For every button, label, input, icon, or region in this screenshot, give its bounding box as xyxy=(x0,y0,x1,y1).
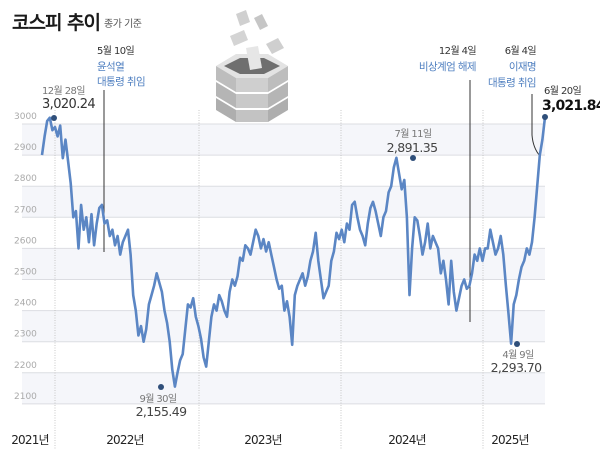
dot-low-2022 xyxy=(158,384,164,390)
y-tick-label: 2900 xyxy=(14,143,37,153)
y-axis-ticks: 3000 2900 2800 2700 2600 2500 2400 2300 2200 2100 xyxy=(14,112,37,402)
ann-low2025-value: 2,293.70 xyxy=(491,360,543,375)
grid-bands xyxy=(22,124,545,404)
ann-start-date: 12월 28일 xyxy=(42,85,85,97)
ann-peak2024-value: 2,891.35 xyxy=(387,140,438,155)
ann-low2022-date: 9월 30일 xyxy=(139,393,176,405)
y-tick-label: 2100 xyxy=(14,392,37,402)
dot-low-2025 xyxy=(514,341,520,347)
ann-last-date: 6월 20일 xyxy=(544,85,581,97)
y-tick-label: 2200 xyxy=(14,361,37,371)
y-tick-label: 2300 xyxy=(14,330,37,340)
ann-lee-date: 6월 4일 xyxy=(505,45,537,57)
chart-title: 코스피 추이 xyxy=(12,12,101,34)
ann-martial-event: 비상계엄 해제 xyxy=(419,60,476,73)
x-tick-label: 2025년 xyxy=(491,433,529,447)
ann-lee-event2: 대통령 취임 xyxy=(488,76,536,89)
ann-peak2024-date: 7월 11일 xyxy=(394,128,431,140)
y-tick-label: 2600 xyxy=(14,236,37,246)
y-tick-label: 2800 xyxy=(14,174,37,184)
ann-martial-date: 12월 4일 xyxy=(439,45,476,57)
ann-low2025-date: 4월 9일 xyxy=(502,349,534,361)
ann-lee-event1: 이재명 xyxy=(509,61,536,73)
kospi-series-line xyxy=(40,116,547,388)
x-tick-label: 2021년 xyxy=(11,433,49,447)
y-tick-label: 2500 xyxy=(14,268,37,278)
y-tick-label: 3000 xyxy=(14,112,37,122)
y-tick-label: 2400 xyxy=(14,299,37,309)
x-tick-label: 2023년 xyxy=(244,433,282,447)
paper-burning-barrel-icon xyxy=(216,10,288,122)
chart-subtitle: 종가 기준 xyxy=(104,19,142,30)
x-tick-label: 2024년 xyxy=(388,433,426,447)
dot-peak-2024 xyxy=(410,155,416,161)
ann-low2022-value: 2,155.49 xyxy=(136,404,188,419)
ann-last-value: 3,021.84 xyxy=(542,98,600,114)
x-tick-label: 2022년 xyxy=(106,433,144,447)
dot-last xyxy=(542,114,548,120)
y-tick-label: 2700 xyxy=(14,205,37,215)
ann-yoon-event1: 윤석열 xyxy=(97,61,124,73)
dot-start-peak xyxy=(51,115,57,121)
event-line-lee xyxy=(531,94,541,157)
ann-start-value: 3,020.24 xyxy=(42,97,95,112)
ann-yoon-event2: 대통령 취임 xyxy=(97,75,145,88)
year-dividers: 2021년 2022년 2023년 2024년 2025년 xyxy=(11,110,530,450)
ann-yoon-date: 5월 10일 xyxy=(97,45,134,57)
gridlines xyxy=(22,123,545,405)
